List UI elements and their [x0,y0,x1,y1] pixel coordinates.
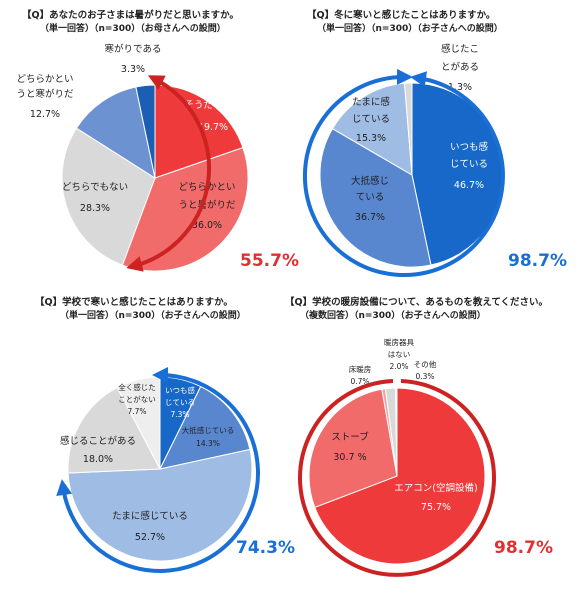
slice-value-label: 36.7% [355,212,385,223]
chart-3-title: 【Q】学校で寒いと感じたことはありますか。 [35,296,233,308]
slice-value-label: 18.0% [83,454,113,465]
chart-3-total-arc [56,367,260,573]
slice-label: じている [352,114,390,125]
slice-label: その他 [414,359,437,369]
pie-slice [314,387,486,565]
slice-label: 感じることがある [60,435,136,447]
slice-label: 寒がりである [105,43,162,55]
chart-1-title: 【Q】あなたのお子さまは暑がりだと思いますか。 [22,9,239,21]
slice-label: じている [450,159,488,170]
chart-4-subtitle: （複数回答）（n=300）（お子さんへの設問） [300,309,486,321]
slice-label: 床暖房 [349,364,372,374]
chart-1: 【Q】あなたのお子さまは暑がりだと思いますか。 （単一回答）（n=300）（お母… [16,9,299,272]
slice-label: とがある [441,61,479,73]
chart-2-total-arc [302,68,505,277]
slice-label: 全く感じた [118,382,156,392]
chart-1-total-label: 55.7% [240,251,299,271]
slice-value-label: 36.0% [192,220,222,231]
slice-value-label: 12.7% [30,109,60,120]
slice-label: 大抵感じている [182,425,235,435]
chart-1-total-arc [126,75,211,272]
chart-2: 【Q】冬に寒いと感じたことはありますか。 （単一回答）（n=300）（お子さんへ… [302,9,567,277]
slice-value-label: 52.7% [135,532,165,543]
slice-label: はない [388,350,411,359]
chart-2-pie: いつも感じている46.7%大抵感じている36.7%たまに感じている15.3%感じ… [319,43,505,268]
slice-label: 感じたこ [441,43,479,55]
chart-2-subtitle: （単一回答）（n=300）（お子さんへの設問） [317,22,503,34]
chart-1-subtitle: （単一回答）（n=300）（お母さんへの設問） [40,22,226,34]
chart-3-subtitle: （単一回答）（n=300）（お子さんへの設問） [60,309,246,321]
slice-value-label: 30.7 % [333,452,366,463]
slice-label: ことがない [118,394,156,404]
slice-label: うと暑がりだ [178,199,236,211]
slice-value-label: 14.3% [196,439,220,448]
slice-label: たまに感じている [112,510,188,522]
chart-3: 【Q】学校で寒いと感じたことはありますか。 （単一回答）（n=300）（お子さん… [35,296,295,573]
pie-slice [411,82,505,266]
chart-4-title: 【Q】学校の暖房設備について、あるものを教えてください。 [285,296,548,308]
chart-2-total-label: 98.7% [508,251,567,271]
slice-label: エアコン(空調設備) [394,482,477,494]
slice-value-label: 0.7% [350,377,369,386]
chart-4-total-arc [298,379,496,577]
slice-label: どちらかとい [16,74,73,85]
slice-label: いつも感 [165,385,195,395]
pie-slice [319,127,432,268]
slice-value-label: 3.3% [121,64,145,75]
chart-3-total-label: 74.3% [236,538,295,558]
slice-value-label: 15.3% [356,133,386,144]
slice-label: ストーブ [331,431,369,443]
slice-label: いつも感 [450,141,489,153]
slice-label: うと寒がりだ [16,88,74,100]
slice-label: どちらでもない [62,182,128,193]
slice-value-label: 28.3% [80,203,110,214]
slice-value-label: 19.7% [198,122,228,133]
chart-2-title: 【Q】冬に寒いと感じたことはありますか。 [307,9,495,21]
slice-label: たまに感 [352,96,390,108]
slice-value-label: 2.0% [389,362,408,371]
slice-label: ている [356,192,385,203]
slice-value-label: 7.7% [127,407,146,416]
slice-value-label: 75.7% [421,502,451,513]
slice-value-label: 0.3% [415,372,434,381]
slice-value-label: 7.3% [170,410,189,419]
slice-value-label: 1.3% [448,82,472,93]
slice-label: そうだと思う [184,100,241,111]
slice-label: じている [165,398,195,407]
chart-4-total-label: 98.7% [494,538,553,558]
pie-slice [394,387,398,477]
chart-4: 【Q】学校の暖房設備について、あるものを教えてください。 （複数回答）（n=30… [285,296,553,577]
slice-label: 暖房器具 [384,337,414,347]
slice-label: 大抵感じ [351,175,389,187]
slice-value-label: 46.7% [454,180,484,191]
pie-slice [308,388,398,509]
pie-slice [159,385,251,470]
